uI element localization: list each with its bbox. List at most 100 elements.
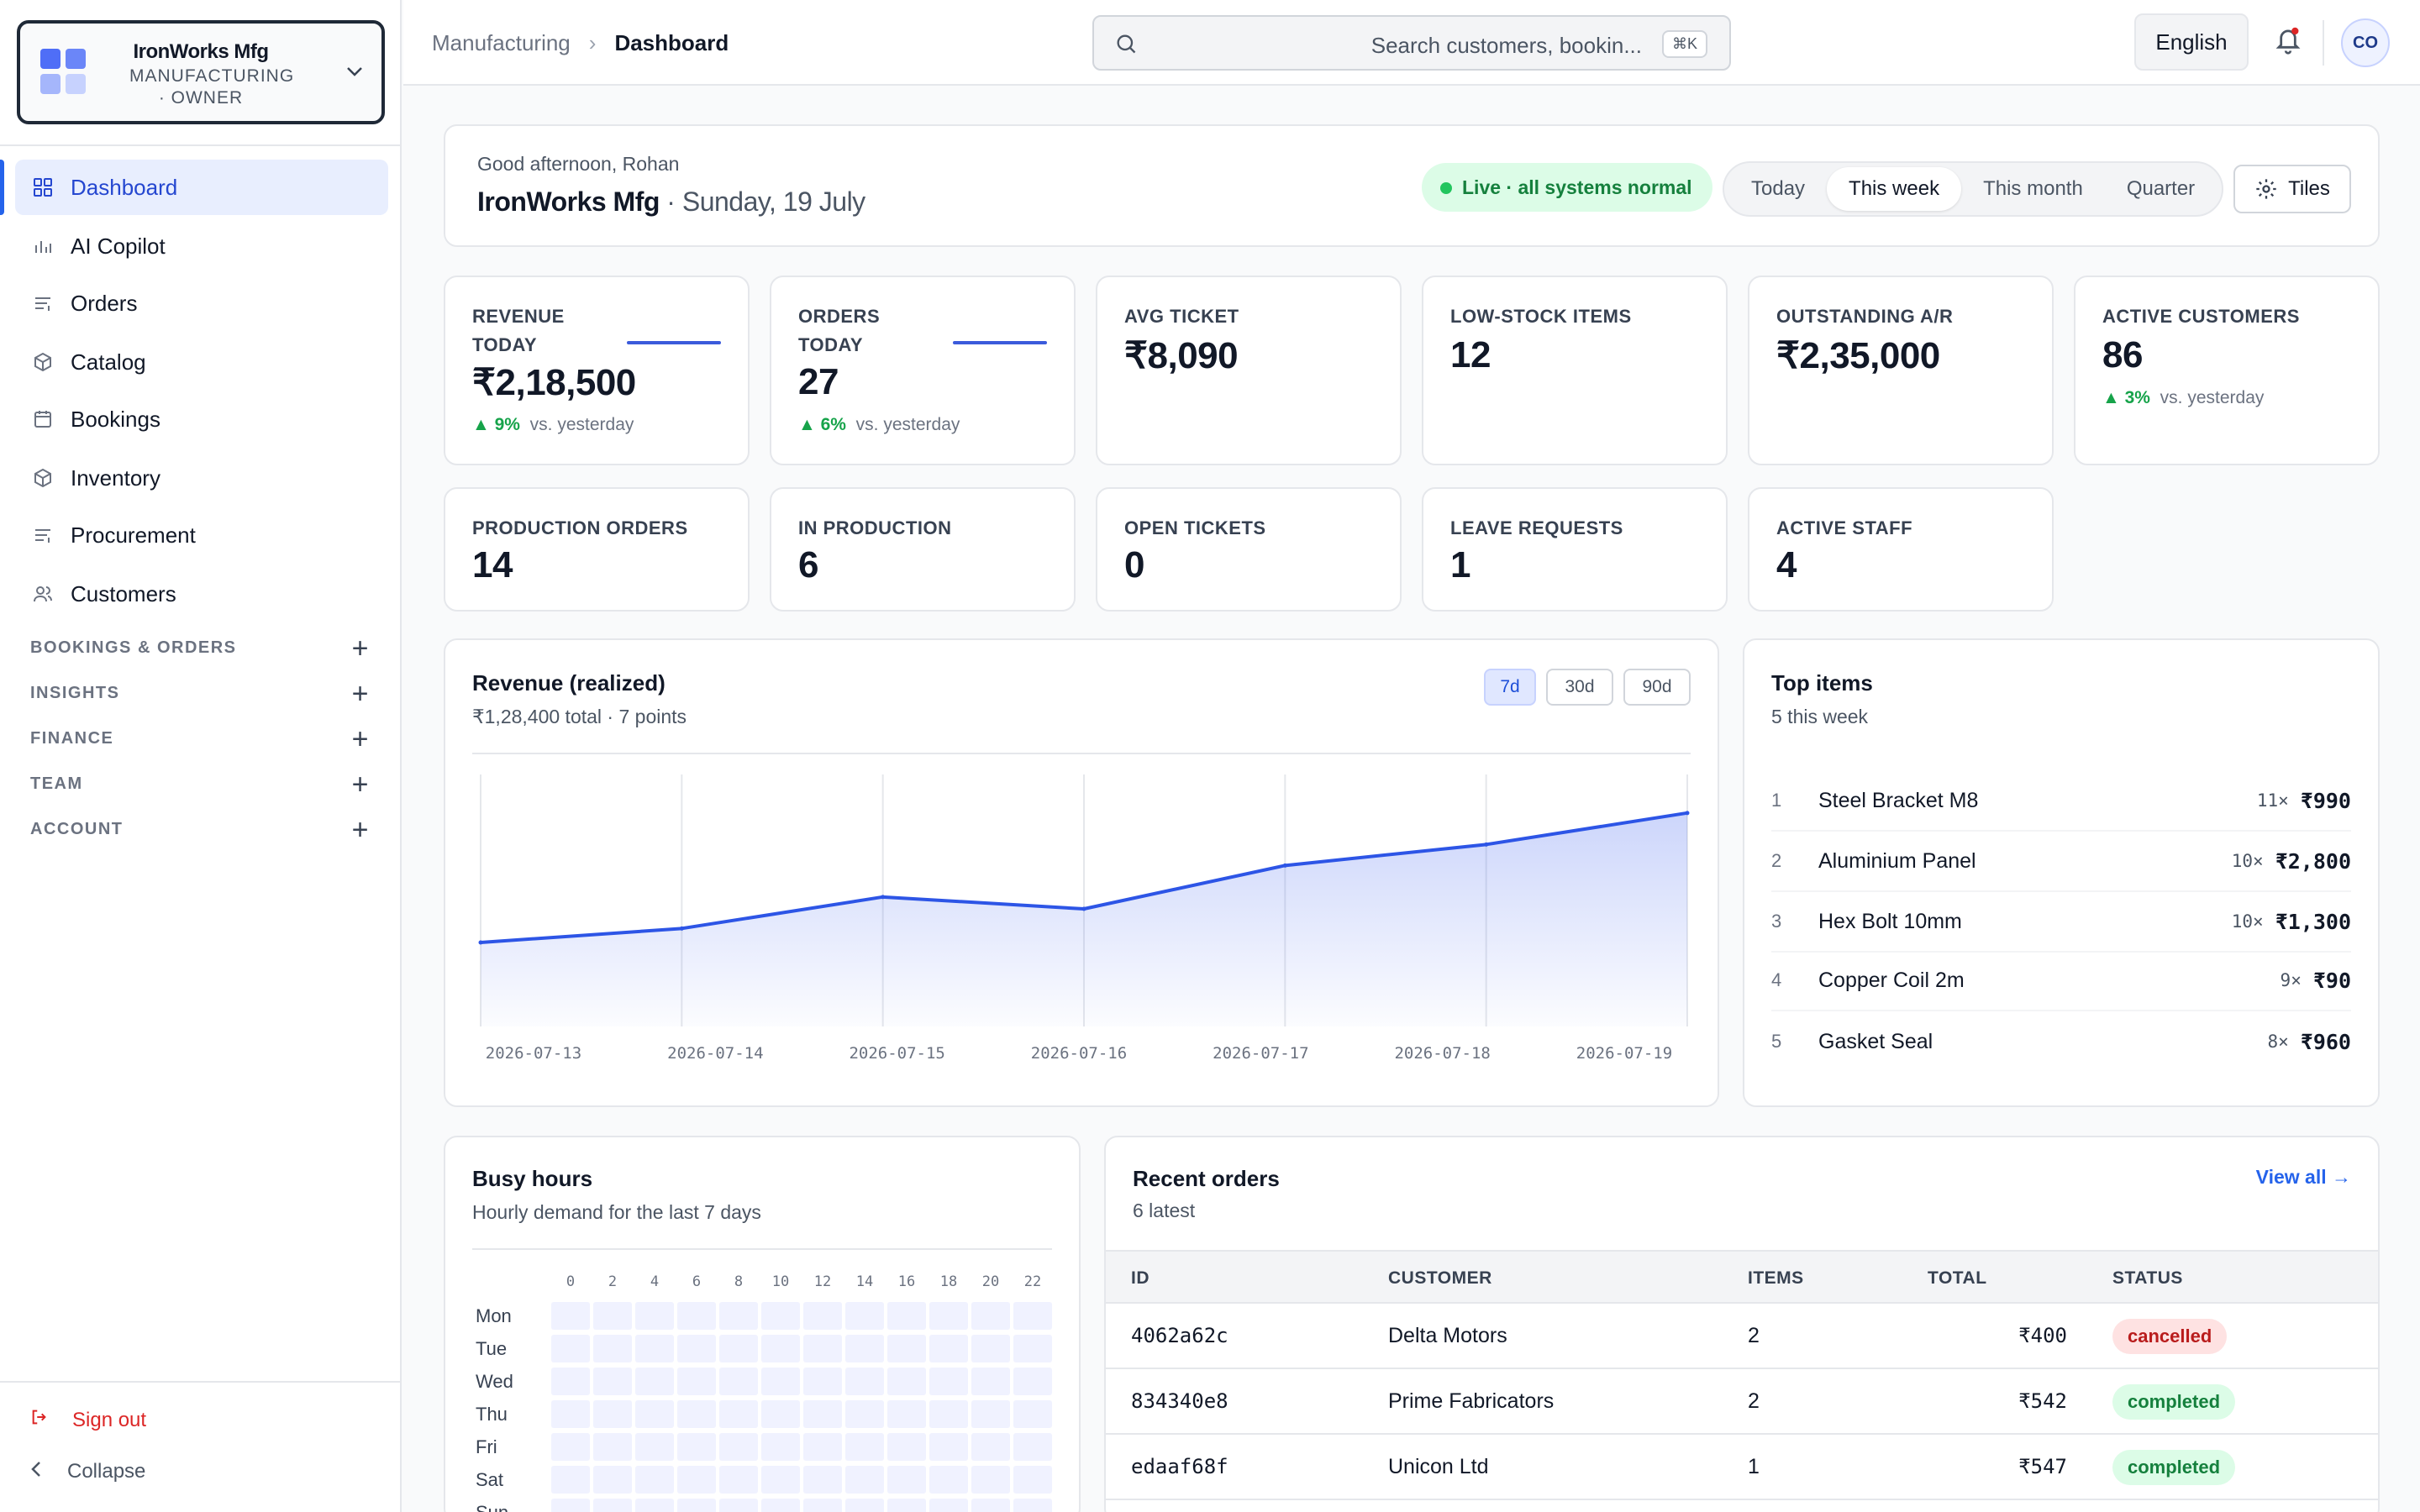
- heatmap-cell[interactable]: [1013, 1433, 1052, 1461]
- heatmap-cell[interactable]: [1013, 1368, 1052, 1395]
- kpi-production-orders[interactable]: PRODUCTION ORDERS 14: [444, 487, 750, 612]
- kpi-active-staff[interactable]: ACTIVE STAFF 4: [1748, 487, 2054, 612]
- heatmap-cell[interactable]: [887, 1302, 926, 1330]
- column-header-status[interactable]: STATUS: [2112, 1268, 2183, 1288]
- range-7d-button[interactable]: 7d: [1484, 669, 1536, 706]
- heatmap-cell[interactable]: [635, 1466, 674, 1494]
- data-point[interactable]: [679, 926, 684, 931]
- heatmap-cell[interactable]: [845, 1335, 884, 1362]
- collapse-button[interactable]: Collapse: [30, 1460, 145, 1483]
- period-this-week[interactable]: This week: [1827, 167, 1962, 211]
- range-90d-button[interactable]: 90d: [1623, 669, 1691, 706]
- view-all-link[interactable]: View all →: [2255, 1166, 2351, 1188]
- workspace-switcher[interactable]: IronWorks Mfg MANUFACTURING · OWNER: [17, 20, 385, 124]
- data-point[interactable]: [881, 895, 886, 900]
- heatmap-cell[interactable]: [593, 1499, 632, 1512]
- kpi-open-tickets[interactable]: OPEN TICKETS 0: [1096, 487, 1402, 612]
- sidebar-item-procurement[interactable]: Procurement: [15, 507, 388, 563]
- sidebar-item-bookings[interactable]: Bookings: [15, 391, 388, 447]
- sidebar-item-inventory[interactable]: Inventory: [15, 450, 388, 506]
- heatmap-cell[interactable]: [929, 1368, 968, 1395]
- list-item[interactable]: 4 Copper Coil 2m 9× ₹90: [1771, 951, 2351, 1011]
- heatmap-cell[interactable]: [677, 1368, 716, 1395]
- heatmap-cell[interactable]: [1013, 1335, 1052, 1362]
- heatmap-cell[interactable]: [551, 1499, 590, 1512]
- heatmap-cell[interactable]: [803, 1466, 842, 1494]
- heatmap-cell[interactable]: [1013, 1400, 1052, 1428]
- heatmap-cell[interactable]: [593, 1466, 632, 1494]
- range-30d-button[interactable]: 30d: [1546, 669, 1613, 706]
- column-header-id[interactable]: ID: [1131, 1268, 1150, 1288]
- list-item[interactable]: 2 Aluminium Panel 10× ₹2,800: [1771, 832, 2351, 892]
- heatmap-cell[interactable]: [971, 1433, 1010, 1461]
- heatmap-cell[interactable]: [593, 1433, 632, 1461]
- heatmap-cell[interactable]: [761, 1335, 800, 1362]
- heatmap-cell[interactable]: [845, 1400, 884, 1428]
- heatmap-cell[interactable]: [803, 1400, 842, 1428]
- heatmap-cell[interactable]: [719, 1466, 758, 1494]
- section-insights[interactable]: INSIGHTS +: [30, 680, 370, 708]
- heatmap-cell[interactable]: [719, 1400, 758, 1428]
- heatmap-cell[interactable]: [845, 1499, 884, 1512]
- heatmap-cell[interactable]: [803, 1302, 842, 1330]
- table-row[interactable]: 4062a62c Delta Motors 2 ₹400 cancelled: [1106, 1304, 2378, 1369]
- heatmap-cell[interactable]: [677, 1433, 716, 1461]
- heatmap-cell[interactable]: [593, 1335, 632, 1362]
- heatmap-cell[interactable]: [1013, 1466, 1052, 1494]
- heatmap-cell[interactable]: [887, 1499, 926, 1512]
- heatmap-cell[interactable]: [845, 1466, 884, 1494]
- data-point[interactable]: [1081, 906, 1086, 911]
- heatmap-cell[interactable]: [635, 1499, 674, 1512]
- heatmap-cell[interactable]: [971, 1368, 1010, 1395]
- heatmap-cell[interactable]: [971, 1302, 1010, 1330]
- heatmap-cell[interactable]: [803, 1368, 842, 1395]
- heatmap-cell[interactable]: [761, 1400, 800, 1428]
- sidebar-item-orders[interactable]: Orders: [15, 276, 388, 331]
- period-quarter[interactable]: Quarter: [2126, 177, 2196, 200]
- heatmap-cell[interactable]: [929, 1302, 968, 1330]
- heatmap-cell[interactable]: [761, 1499, 800, 1512]
- list-item[interactable]: 1 Steel Bracket M8 11× ₹990: [1771, 771, 2351, 832]
- heatmap-cell[interactable]: [887, 1400, 926, 1428]
- heatmap-cell[interactable]: [761, 1368, 800, 1395]
- sidebar-item-customers[interactable]: Customers: [15, 566, 388, 622]
- data-point[interactable]: [1282, 863, 1287, 868]
- bell-icon[interactable]: [2274, 25, 2302, 60]
- kpi-in-production[interactable]: IN PRODUCTION 6: [770, 487, 1076, 612]
- avatar[interactable]: CO: [2341, 18, 2390, 67]
- heatmap-cell[interactable]: [593, 1368, 632, 1395]
- kpi-orders-today[interactable]: ORDERS TODAY 27 ▲ 6% vs. yesterday: [770, 276, 1076, 465]
- heatmap-cell[interactable]: [551, 1400, 590, 1428]
- kpi-low-stock-items[interactable]: LOW-STOCK ITEMS 12: [1422, 276, 1728, 465]
- heatmap-cell[interactable]: [677, 1302, 716, 1330]
- heatmap-cell[interactable]: [887, 1368, 926, 1395]
- section-bookings-orders[interactable]: BOOKINGS & ORDERS +: [30, 634, 370, 663]
- kpi-active-customers[interactable]: ACTIVE CUSTOMERS 86 ▲ 3% vs. yesterday: [2074, 276, 2380, 465]
- heatmap-cell[interactable]: [719, 1368, 758, 1395]
- heatmap-cell[interactable]: [635, 1433, 674, 1461]
- sidebar-item-dashboard[interactable]: Dashboard: [15, 160, 388, 215]
- heatmap-cell[interactable]: [803, 1433, 842, 1461]
- heatmap-cell[interactable]: [803, 1335, 842, 1362]
- data-point[interactable]: [1685, 811, 1690, 816]
- heatmap-cell[interactable]: [929, 1400, 968, 1428]
- column-header-items[interactable]: ITEMS: [1748, 1268, 1804, 1288]
- column-header-total[interactable]: TOTAL: [1928, 1268, 1987, 1288]
- heatmap-cell[interactable]: [551, 1368, 590, 1395]
- period-this-month[interactable]: This month: [1983, 177, 2083, 200]
- heatmap-cell[interactable]: [677, 1335, 716, 1362]
- heatmap-cell[interactable]: [551, 1302, 590, 1330]
- heatmap-cell[interactable]: [929, 1466, 968, 1494]
- heatmap-cell[interactable]: [971, 1335, 1010, 1362]
- heatmap-cell[interactable]: [719, 1335, 758, 1362]
- heatmap-cell[interactable]: [887, 1433, 926, 1461]
- section-account[interactable]: ACCOUNT +: [30, 816, 370, 844]
- sidebar-item-catalog[interactable]: Catalog: [15, 334, 388, 390]
- table-row[interactable]: 834340e8 Prime Fabricators 2 ₹542 comple…: [1106, 1369, 2378, 1435]
- kpi-outstanding-ar[interactable]: OUTSTANDING A/R ₹2,35,000: [1748, 276, 2054, 465]
- heatmap-cell[interactable]: [887, 1335, 926, 1362]
- period-today[interactable]: Today: [1751, 177, 1806, 200]
- heatmap-cell[interactable]: [551, 1466, 590, 1494]
- search-input[interactable]: Search customers, bookin... ⌘K: [1092, 15, 1731, 71]
- heatmap-cell[interactable]: [929, 1433, 968, 1461]
